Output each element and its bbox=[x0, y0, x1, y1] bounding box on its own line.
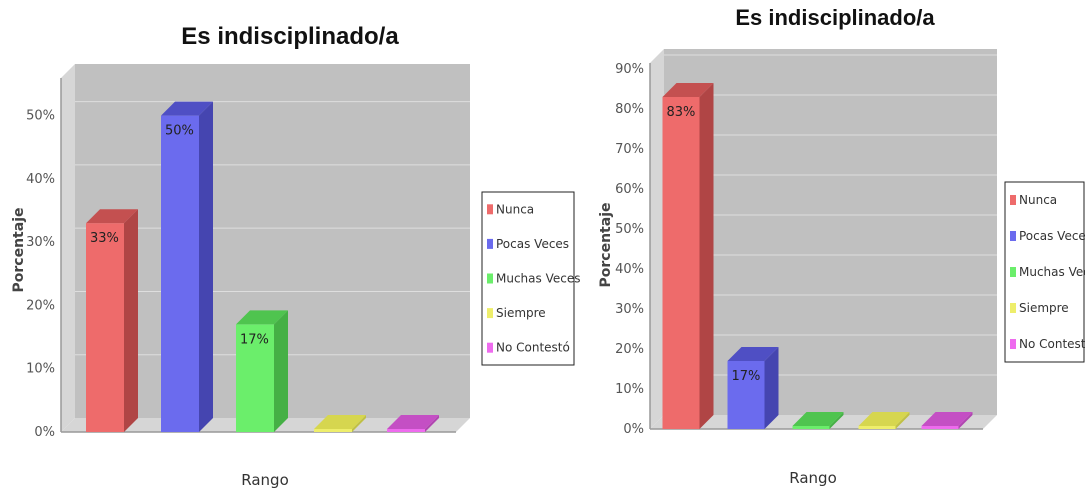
chart-right-legend-label: Muchas Veces bbox=[1019, 265, 1085, 279]
chart-left-data-label: 33% bbox=[90, 231, 119, 246]
chart-right-legend-label: Siempre bbox=[1019, 301, 1069, 315]
chart-left-bar-front bbox=[236, 324, 274, 432]
chart-right-legend-label: Nunca bbox=[1019, 193, 1057, 207]
chart-left-legend-box bbox=[481, 191, 575, 366]
chart-right-bar-0: 83% bbox=[662, 83, 714, 429]
chart-right-bar-front bbox=[792, 426, 830, 429]
chart-left-bar-side bbox=[124, 209, 138, 432]
chart-right-ytick-label: 20% bbox=[615, 342, 644, 357]
chart-right-data-label: 17% bbox=[732, 369, 761, 384]
chart-left-ytick-label: 20% bbox=[26, 298, 55, 313]
chart-left-bar-top bbox=[86, 209, 138, 224]
chart-right-legend-swatch bbox=[1010, 303, 1016, 313]
chart-left-ytick-label: 10% bbox=[26, 362, 55, 377]
chart-right-legend-swatch bbox=[1010, 195, 1016, 205]
chart-left-ytick-label: 50% bbox=[26, 109, 55, 124]
chart-right-bar-top bbox=[662, 83, 714, 97]
chart-right-title: Es indisciplinado/a bbox=[735, 5, 935, 30]
chart-right-plot: 0% 10% 20% 30% 40% 50% 60% 70% 80% 90% 83% 17% bbox=[615, 49, 997, 437]
chart-left-legend-label: Muchas Veces bbox=[496, 272, 580, 286]
chart-right-legend-swatch bbox=[1010, 267, 1016, 277]
chart-right-bar-3 bbox=[858, 412, 910, 429]
chart-left-legend-swatch bbox=[487, 273, 493, 284]
chart-right-bar-top bbox=[921, 412, 973, 426]
chart-left-bar-top bbox=[314, 415, 366, 429]
chart-right-bar-top bbox=[858, 412, 910, 426]
chart-left-bar-side bbox=[425, 415, 439, 432]
chart-left-bar-side bbox=[199, 101, 213, 433]
chart-right-data-label: 83% bbox=[667, 105, 696, 120]
chart-left-legend: Nunca Pocas Veces Muchas Veces Siempre No Co… bbox=[481, 191, 580, 366]
chart-right-bar-2 bbox=[792, 412, 844, 429]
chart-right-bar-side bbox=[764, 347, 779, 429]
chart-right-left-wall bbox=[650, 49, 664, 429]
chart-right-ytick-label: 60% bbox=[615, 182, 644, 197]
chart-left-xlabel: Rango bbox=[241, 471, 289, 489]
chart-left-ytick-label: 30% bbox=[26, 235, 55, 250]
chart-left-bar-top bbox=[387, 415, 439, 429]
chart-right-ytick-label: 30% bbox=[615, 302, 644, 317]
chart-right-legend: Nunca Pocas Veces Muchas Veces Siempre No Co… bbox=[1004, 181, 1085, 363]
chart-left: Es indisciplinado/a 0% 10% 20% 30% 40% 50% 33%… bbox=[11, 23, 580, 489]
chart-left-bar-front bbox=[161, 115, 199, 433]
chart-left-legend-label: Pocas Veces bbox=[496, 237, 569, 251]
chart-right: Es indisciplinado/a 0% 10% 20% 30% 40% 50% 60%… bbox=[598, 5, 1085, 487]
chart-right-ytick-label: 50% bbox=[615, 222, 644, 237]
chart-left-bar-front bbox=[86, 223, 124, 432]
chart-right-legend-label: Pocas Veces bbox=[1019, 229, 1085, 243]
chart-right-bar-top bbox=[792, 412, 844, 426]
chart-left-bar-0: 33% bbox=[86, 209, 138, 432]
chart-right-bar-front bbox=[858, 426, 896, 429]
chart-left-legend-swatch bbox=[487, 342, 493, 353]
chart-left-data-label: 17% bbox=[240, 332, 269, 347]
chart-right-bar-front bbox=[662, 97, 700, 429]
chart-left-title: Es indisciplinado/a bbox=[181, 23, 399, 50]
chart-right-ylabel: Porcentaje bbox=[598, 203, 614, 288]
chart-right-bar-front bbox=[727, 361, 765, 429]
chart-left-bar-top bbox=[161, 101, 213, 116]
chart-right-ytick-label: 70% bbox=[615, 142, 644, 157]
chart-left-legend-label: Nunca bbox=[496, 202, 534, 216]
chart-left-bar-top bbox=[236, 310, 288, 325]
chart-left-bar-side bbox=[352, 415, 366, 432]
chart-left-left-wall bbox=[61, 64, 75, 432]
chart-right-ytick-label: 90% bbox=[615, 62, 644, 77]
chart-left-bar-1: 50% bbox=[161, 101, 213, 433]
chart-right-bar-top bbox=[727, 347, 779, 361]
chart-left-bar-front bbox=[387, 429, 425, 432]
chart-left-ytick-label: 0% bbox=[34, 425, 55, 440]
chart-right-bar-side bbox=[895, 412, 910, 429]
chart-right-bar-side bbox=[958, 412, 973, 429]
chart-right-ytick-label: 0% bbox=[623, 422, 644, 437]
chart-left-data-label: 50% bbox=[165, 124, 194, 139]
chart-left-legend-swatch bbox=[487, 204, 493, 215]
chart-left-bar-3 bbox=[314, 415, 366, 432]
chart-right-ytick-label: 40% bbox=[615, 262, 644, 277]
chart-left-ylabel: Porcentaje bbox=[11, 208, 27, 293]
chart-left-ytick-label: 40% bbox=[26, 172, 55, 187]
chart-left-legend-swatch bbox=[487, 238, 493, 249]
chart-right-legend-box bbox=[1004, 181, 1085, 363]
chart-left-legend-label: No Contestó bbox=[496, 341, 570, 355]
chart-left-bar-2: 17% bbox=[236, 310, 288, 432]
chart-right-xlabel: Rango bbox=[789, 469, 837, 487]
chart-left-bar-side bbox=[274, 310, 288, 432]
chart-right-legend-label: No Contestó bbox=[1019, 337, 1085, 351]
chart-right-bar-side bbox=[699, 83, 714, 429]
chart-left-plot: 0% 10% 20% 30% 40% 50% 33% 50% 17% bbox=[26, 64, 470, 440]
chart-right-plot-background bbox=[664, 49, 997, 415]
chart-right-bar-side bbox=[829, 412, 844, 429]
chart-left-legend-label: Siempre bbox=[496, 306, 546, 320]
chart-right-ytick-label: 80% bbox=[615, 102, 644, 117]
chart-right-ytick-label: 10% bbox=[615, 382, 644, 397]
chart-right-bar-1: 17% bbox=[727, 347, 779, 429]
chart-right-legend-swatch bbox=[1010, 231, 1016, 241]
chart-left-legend-swatch bbox=[487, 308, 493, 319]
chart-right-bar-front bbox=[921, 426, 959, 429]
chart-left-bar-front bbox=[314, 429, 352, 432]
chart-left-bar-4 bbox=[387, 415, 439, 432]
chart-right-bar-4 bbox=[921, 412, 973, 429]
chart-right-legend-swatch bbox=[1010, 339, 1016, 349]
